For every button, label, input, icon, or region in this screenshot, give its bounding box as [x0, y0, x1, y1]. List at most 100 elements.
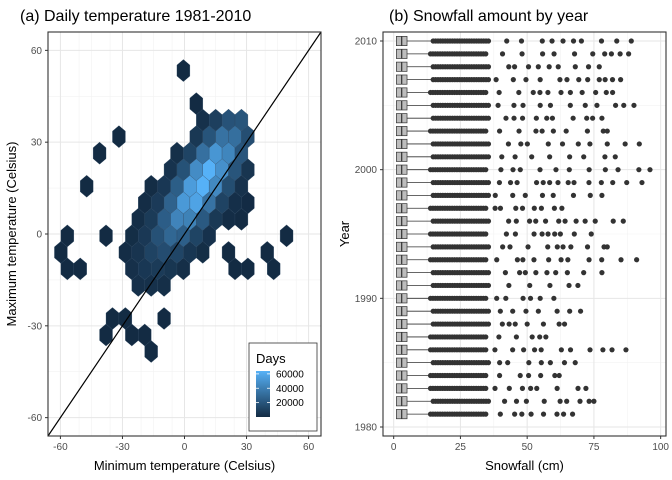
outlier-point	[492, 347, 498, 353]
outlier-point	[485, 38, 492, 44]
outlier-point	[537, 167, 543, 173]
outlier-point	[550, 128, 556, 134]
legend-tick-label: 40000	[276, 384, 304, 395]
outlier-point	[529, 154, 535, 160]
outlier-point	[581, 154, 587, 160]
outlier-point	[599, 115, 605, 121]
hexbin-cell	[112, 125, 126, 148]
outlier-point	[636, 141, 642, 147]
outlier-point	[500, 244, 506, 250]
outlier-point	[623, 347, 629, 353]
boxplot-year	[395, 293, 557, 304]
x-tick-label-b: 100	[652, 442, 669, 453]
boxplot-year	[395, 87, 616, 98]
x-axis-a-label: Minimum temperature (Celsius)	[94, 458, 275, 473]
outlier-point	[485, 282, 492, 289]
boxplot-year	[395, 254, 640, 265]
outlier-point	[497, 308, 503, 314]
outlier-point	[510, 308, 516, 314]
outlier-point	[530, 89, 536, 96]
outlier-point	[496, 334, 502, 340]
outlier-point	[512, 154, 518, 160]
outlier-point	[596, 64, 602, 70]
outlier-point	[498, 167, 504, 173]
legend-colorbar	[256, 371, 270, 417]
plot-b-border	[382, 31, 667, 437]
outlier-point	[567, 89, 573, 96]
outlier-point	[553, 167, 559, 173]
x-tick-label-b: 50	[522, 442, 534, 453]
outlier-point	[533, 128, 539, 134]
outlier-point	[485, 141, 492, 147]
outlier-point	[494, 257, 500, 263]
outlier-point	[556, 372, 562, 379]
outlier-point	[610, 179, 616, 186]
outlier-point	[507, 179, 514, 186]
outlier-point	[516, 89, 522, 96]
outlier-point	[499, 154, 505, 160]
x-tick-label-a: 60	[303, 442, 315, 453]
outlier-point	[520, 102, 526, 108]
outlier-point	[492, 385, 498, 391]
outlier-point	[519, 115, 526, 121]
outlier-point	[570, 38, 577, 44]
boxplot-year	[395, 370, 562, 381]
outlier-point	[505, 141, 512, 147]
outlier-point	[600, 128, 606, 134]
outlier-point	[544, 270, 550, 276]
outlier-point	[558, 347, 564, 353]
hexbin-cell	[99, 224, 113, 248]
outlier-point	[591, 398, 597, 404]
outlier-point	[533, 218, 539, 224]
outlier-point	[541, 398, 547, 404]
outlier-point	[531, 205, 537, 211]
outlier-point	[585, 64, 592, 70]
outlier-point	[528, 411, 534, 417]
outlier-point	[626, 51, 632, 57]
y-tick-label-b: 1980	[355, 422, 378, 433]
outlier-point	[507, 244, 513, 250]
outlier-point	[538, 205, 545, 211]
outlier-point	[485, 360, 492, 366]
outlier-point	[506, 321, 512, 327]
outlier-point	[576, 77, 582, 83]
outlier-point	[614, 38, 620, 44]
outlier-point	[546, 64, 552, 70]
outlier-point	[575, 282, 581, 289]
outlier-point	[557, 77, 563, 83]
x-tick-label-b: 25	[455, 442, 467, 453]
outlier-point	[587, 347, 593, 353]
boxplot-year	[395, 383, 589, 394]
outlier-point	[559, 205, 565, 211]
hexbin-cell	[60, 224, 74, 248]
outlier-point	[554, 411, 560, 417]
outlier-point	[497, 360, 503, 366]
outlier-point	[587, 192, 593, 198]
outlier-point	[639, 179, 645, 186]
outlier-point	[624, 179, 630, 186]
x-tick-label-a: 0	[182, 442, 188, 453]
outlier-point	[603, 89, 609, 96]
outlier-point	[618, 77, 624, 83]
chart-b-title: (b) Snowfall amount by year	[389, 8, 589, 25]
outlier-point	[513, 218, 519, 224]
outlier-point	[618, 257, 624, 263]
outlier-point	[503, 231, 509, 237]
outlier-point	[599, 192, 605, 198]
outlier-point	[620, 218, 626, 224]
outlier-point	[496, 89, 502, 96]
outlier-point	[501, 398, 508, 404]
outlier-point	[528, 385, 534, 391]
outlier-point	[505, 360, 511, 366]
outlier-point	[513, 398, 520, 404]
outlier-point	[529, 334, 535, 340]
outlier-point	[628, 38, 634, 44]
outlier-point	[562, 218, 568, 224]
outlier-point	[598, 179, 604, 186]
legend-title: Days	[256, 351, 286, 366]
outlier-point	[551, 205, 558, 211]
outlier-point	[511, 64, 518, 70]
outlier-point	[599, 257, 605, 263]
outlier-point	[483, 89, 489, 96]
